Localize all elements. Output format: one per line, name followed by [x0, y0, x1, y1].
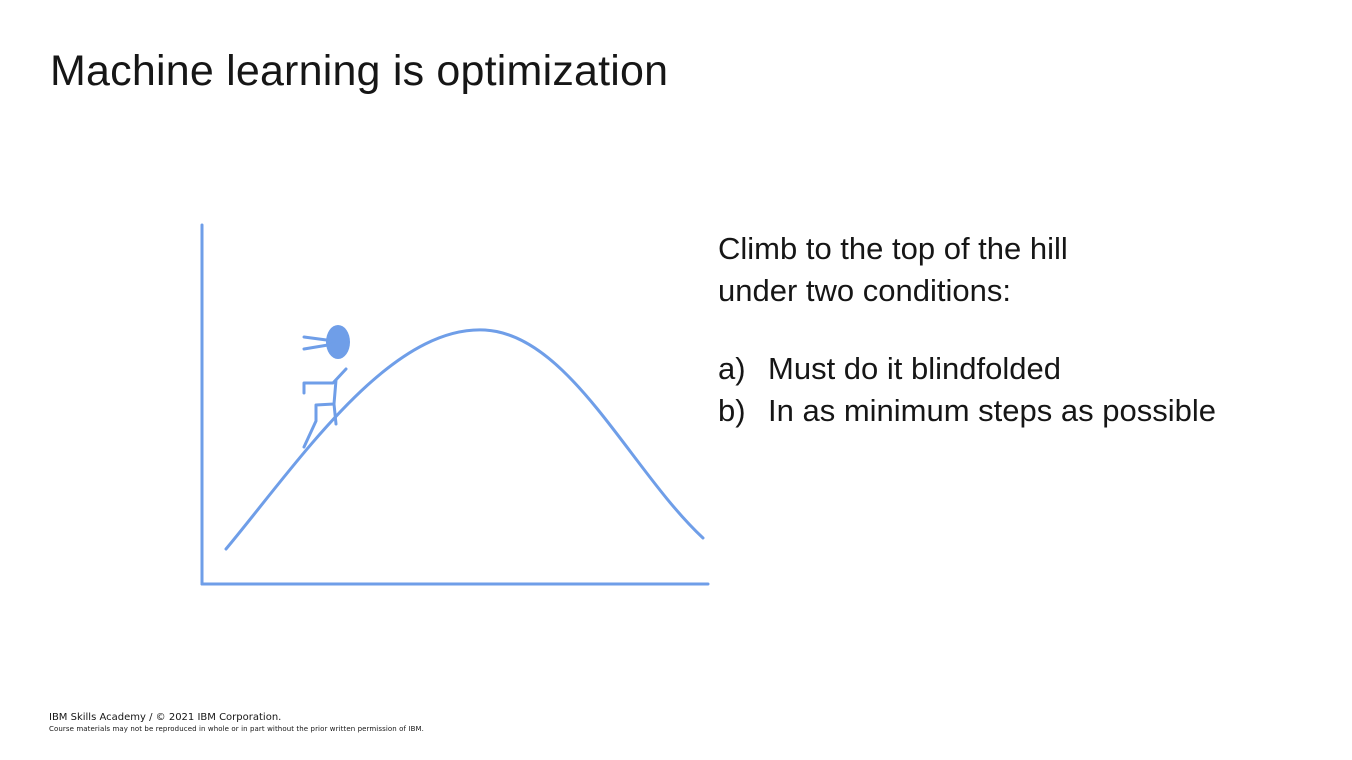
stick-figure-climber-icon: [302, 325, 350, 449]
instruction-line-1: Climb to the top of the hill: [718, 231, 1068, 266]
legal-notice: Course materials may not be reproduced i…: [49, 725, 424, 733]
condition-text: Must do it blindfolded: [768, 351, 1061, 386]
condition-marker: a): [718, 351, 746, 386]
footer: IBM Skills Academy / © 2021 IBM Corporat…: [49, 711, 424, 734]
condition-item: b) In as minimum steps as possible: [718, 390, 1318, 432]
condition-marker: b): [718, 393, 746, 428]
conditions-list: a) Must do it blindfolded b) In as minim…: [718, 348, 1318, 432]
condition-text: In as minimum steps as possible: [768, 393, 1216, 428]
instruction-line-2: under two conditions:: [718, 273, 1011, 308]
copyright-text: IBM Skills Academy / © 2021 IBM Corporat…: [49, 712, 282, 723]
condition-item: a) Must do it blindfolded: [718, 348, 1318, 390]
slide-title: Machine learning is optimization: [50, 47, 669, 95]
hill-curve: [224, 328, 705, 551]
instructions: Climb to the top of the hill under two c…: [718, 228, 1318, 432]
